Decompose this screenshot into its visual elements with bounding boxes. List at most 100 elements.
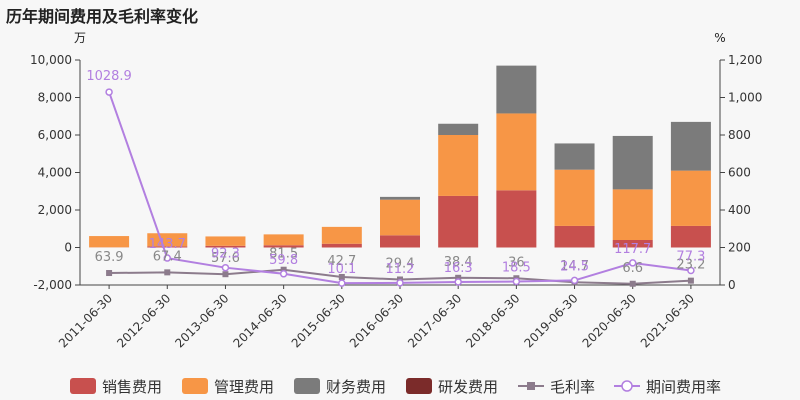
data-label-期间费用率: 16.3 [444, 261, 473, 276]
line-期间费用率 [108, 91, 692, 285]
left-tick-label: 8,000 [38, 91, 72, 105]
right-axis-unit: % [714, 31, 725, 45]
right-tick-label: 0 [728, 278, 736, 292]
point-期间费用率 [570, 276, 579, 285]
legend-label-研发费用: 研发费用 [438, 378, 498, 396]
point-毛利率 [687, 277, 694, 284]
point-期间费用率 [221, 263, 230, 272]
point-毛利率 [164, 269, 171, 276]
x-tick-label: 2018-06-30 [463, 291, 522, 350]
bar-销售费用 [554, 225, 595, 248]
bar-销售费用 [321, 243, 362, 248]
data-label-毛利率: 57.6 [211, 251, 240, 266]
data-label-毛利率: 6.6 [622, 261, 643, 276]
legend-label-期间费用率: 期间费用率 [646, 378, 721, 396]
point-期间费用率 [105, 88, 113, 96]
bar-销售费用 [147, 246, 188, 248]
data-label-期间费用率: 11.2 [386, 262, 415, 277]
left-tick-label: 6,000 [38, 128, 72, 142]
legend-label-管理费用: 管理费用 [214, 378, 274, 396]
left-tick-label: 4,000 [38, 166, 72, 180]
data-label-期间费用率: 24.5 [560, 259, 589, 274]
bar-销售费用 [380, 235, 420, 248]
bar-财务费用 [670, 121, 711, 171]
point-毛利率 [629, 280, 636, 287]
data-label-期间费用率: 117.7 [614, 242, 651, 257]
point-期间费用率 [279, 270, 288, 278]
point-期间费用率 [512, 277, 521, 286]
data-label-毛利率: 36 [508, 255, 525, 270]
data-label-期间费用率: 1028.9 [86, 69, 132, 84]
data-label-期间费用率: 10.1 [327, 262, 356, 277]
point-毛利率 [280, 266, 287, 273]
left-tick-label: 10,000 [30, 53, 72, 67]
data-label-期间费用率: 92.3 [211, 247, 240, 262]
point-毛利率 [455, 274, 462, 281]
right-tick-label: 400 [728, 203, 751, 217]
legend-marker-毛利率 [527, 382, 535, 390]
bar-销售费用 [438, 195, 479, 248]
point-毛利率 [106, 270, 113, 277]
left-tick-label: 2,000 [38, 203, 72, 217]
bar-销售费用 [263, 245, 304, 248]
bar-管理费用 [438, 135, 479, 196]
bar-管理费用 [263, 234, 304, 246]
point-期间费用率 [338, 279, 346, 287]
point-期间费用率 [628, 259, 637, 267]
bar-销售费用 [496, 190, 537, 248]
bar-财务费用 [380, 196, 420, 200]
data-label-毛利率: 23.2 [676, 258, 705, 273]
data-label-毛利率: 81.5 [269, 247, 298, 262]
bar-财务费用 [438, 123, 479, 135]
data-label-毛利率: 29.4 [386, 256, 415, 271]
bar-财务费用 [496, 65, 537, 114]
data-label-毛利率: 38.4 [444, 255, 473, 270]
bar-财务费用 [554, 143, 595, 170]
bar-财务费用 [612, 135, 653, 190]
legend-label-销售费用: 销售费用 [102, 378, 162, 396]
bar-管理费用 [612, 189, 653, 240]
point-期间费用率 [687, 266, 695, 275]
bar-管理费用 [380, 199, 420, 236]
bar-销售费用 [670, 225, 711, 248]
right-tick-label: 1,200 [728, 53, 762, 67]
x-tick-label: 2012-06-30 [114, 291, 173, 350]
right-tick-label: 1,000 [728, 91, 762, 105]
bar-管理费用 [147, 233, 188, 247]
point-毛利率 [222, 271, 229, 278]
data-label-毛利率: 42.7 [327, 254, 356, 269]
data-label-期间费用率: 18.5 [502, 261, 531, 276]
bar-销售费用 [612, 240, 653, 248]
x-tick-label: 2015-06-30 [289, 291, 348, 350]
right-tick-label: 200 [728, 241, 751, 255]
point-期间费用率 [163, 254, 172, 262]
data-label-毛利率: 14.7 [560, 259, 589, 274]
bar-管理费用 [89, 236, 130, 248]
x-tick-label: 2021-06-30 [638, 291, 697, 350]
left-axis-unit: 万 [74, 31, 86, 45]
chart-title: 历年期间费用及毛利率变化 [6, 7, 199, 26]
legend-swatch-销售费用 [70, 378, 96, 394]
x-tick-label: 2016-06-30 [347, 291, 406, 350]
right-tick-label: 600 [728, 166, 751, 180]
left-tick-label: 0 [64, 241, 72, 255]
legend-label-毛利率: 毛利率 [550, 378, 595, 396]
legend-swatch-管理费用 [182, 378, 208, 394]
right-tick-label: 800 [728, 128, 751, 142]
x-tick-label: 2014-06-30 [231, 291, 290, 350]
x-tick-label: 2011-06-30 [56, 291, 115, 350]
legend-swatch-财务费用 [294, 378, 320, 394]
legend-label-财务费用: 财务费用 [326, 378, 386, 396]
data-label-期间费用率: 59.8 [269, 253, 298, 268]
bar-管理费用 [321, 226, 362, 244]
point-期间费用率 [396, 279, 404, 287]
bar-管理费用 [496, 113, 537, 191]
legend-marker-期间费用率 [621, 380, 633, 392]
point-期间费用率 [454, 278, 462, 286]
x-tick-label: 2020-06-30 [580, 291, 639, 350]
data-label-期间费用率: 143.7 [149, 237, 186, 252]
data-label-毛利率: 63.9 [95, 250, 124, 265]
bar-销售费用 [205, 245, 246, 248]
data-label-毛利率: 67.4 [153, 249, 182, 264]
